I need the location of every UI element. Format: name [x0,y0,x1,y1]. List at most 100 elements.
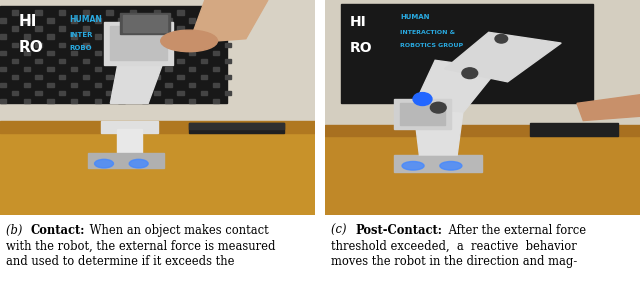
Bar [394,99,451,129]
Ellipse shape [129,159,148,168]
Bar [12,10,18,14]
Bar [189,99,195,103]
Bar [225,10,231,14]
Text: moves the robot in the direction and mag-: moves the robot in the direction and mag… [331,255,577,268]
Ellipse shape [402,162,424,170]
Bar [71,99,77,103]
Bar [189,51,195,55]
Text: RO: RO [19,40,44,55]
Bar [95,34,101,39]
Bar [83,10,89,14]
Bar [106,10,113,14]
Text: HI: HI [19,14,37,29]
Bar [189,18,195,23]
Bar [35,91,42,95]
Bar [324,125,640,136]
Bar [130,59,136,63]
Bar [212,51,219,55]
Bar [118,99,125,103]
Bar [24,83,30,87]
Ellipse shape [95,159,113,168]
Bar [59,59,65,63]
Bar [142,34,148,39]
Bar [212,18,219,23]
Text: ROBOTICS GROUP: ROBOTICS GROUP [401,43,463,48]
Bar [0,99,6,103]
Bar [130,26,136,31]
Text: Contact:: Contact: [30,224,84,237]
Bar [47,51,54,55]
Bar [120,13,170,34]
Bar [0,121,315,134]
Text: (b): (b) [6,224,26,237]
Text: INTERACTION &: INTERACTION & [401,30,456,36]
Bar [83,91,89,95]
Bar [24,34,30,39]
Bar [130,91,136,95]
Bar [83,75,89,79]
Bar [12,75,18,79]
Circle shape [430,102,446,113]
Bar [118,83,125,87]
Bar [83,42,89,47]
Bar [225,26,231,31]
Bar [340,4,593,103]
Bar [212,67,219,71]
Text: After the external force: After the external force [445,224,586,237]
Bar [106,59,113,63]
Text: INTER: INTER [69,32,93,38]
Bar [83,26,89,31]
Bar [35,59,42,63]
Bar [35,75,42,79]
Bar [0,18,6,23]
Bar [12,26,18,31]
Bar [59,42,65,47]
Bar [154,26,160,31]
Polygon shape [413,103,463,155]
Text: HUMAN: HUMAN [401,14,430,21]
Bar [401,103,445,125]
Bar [47,18,54,23]
Polygon shape [413,60,498,112]
Polygon shape [577,95,640,121]
Bar [95,67,101,71]
Bar [225,75,231,79]
Text: HUMAN: HUMAN [69,14,102,23]
Bar [24,67,30,71]
Bar [0,34,6,39]
Circle shape [495,34,508,43]
Bar [59,10,65,14]
Bar [142,51,148,55]
Bar [201,26,207,31]
Bar [106,75,113,79]
Bar [201,10,207,14]
Bar [130,42,136,47]
Bar [0,0,315,125]
Bar [59,91,65,95]
Bar [118,18,125,23]
Bar [106,91,113,95]
Bar [394,155,483,172]
Bar [47,99,54,103]
Bar [118,51,125,55]
Bar [116,129,142,155]
Bar [212,34,219,39]
Bar [177,91,184,95]
Circle shape [413,92,432,105]
Bar [106,42,113,47]
Bar [71,83,77,87]
Bar [0,51,6,55]
Bar [95,18,101,23]
Bar [154,59,160,63]
Bar [189,123,284,129]
Bar [142,99,148,103]
Bar [189,123,284,134]
Bar [166,83,172,87]
Bar [324,0,640,129]
Bar [189,34,195,39]
Bar [154,42,160,47]
Bar [225,59,231,63]
Bar [154,75,160,79]
Bar [166,18,172,23]
Bar [83,59,89,63]
